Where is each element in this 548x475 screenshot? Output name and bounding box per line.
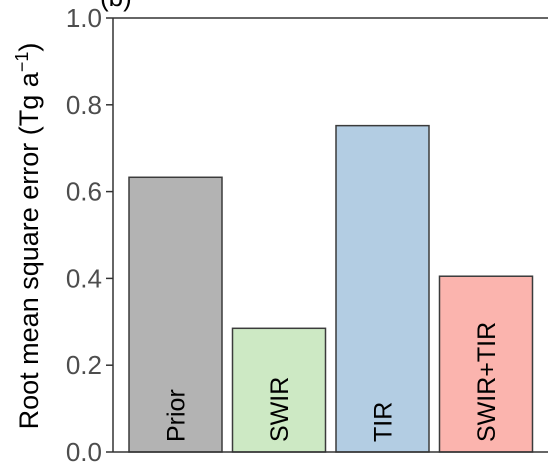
panel-label: (b) xyxy=(100,0,132,12)
bar-label: Prior xyxy=(163,389,191,442)
y-tick-label: 0.0 xyxy=(66,437,102,467)
bar-label: SWIR xyxy=(266,377,294,442)
y-tick-label: 0.2 xyxy=(66,350,102,380)
y-axis-unit-superscript: −1 xyxy=(12,52,32,73)
y-tick-label: 1.0 xyxy=(66,3,102,33)
bar-swir xyxy=(231,327,327,453)
bar-tir xyxy=(335,124,430,453)
y-axis: 0.0 0.2 0.4 0.6 0.8 1.0 xyxy=(66,3,113,467)
bar-swir-tir xyxy=(438,275,534,453)
y-tick-label: 0.4 xyxy=(66,263,102,293)
bar-label: TIR xyxy=(370,402,398,442)
y-axis-title: Root mean square error (Tg a−1) xyxy=(12,43,44,430)
y-tick-label: 0.6 xyxy=(66,177,102,207)
bars: Prior SWIR TIR SWIR+TIR xyxy=(128,124,534,453)
y-tick-label: 0.8 xyxy=(66,90,102,120)
bar-label: SWIR+TIR xyxy=(473,322,501,442)
